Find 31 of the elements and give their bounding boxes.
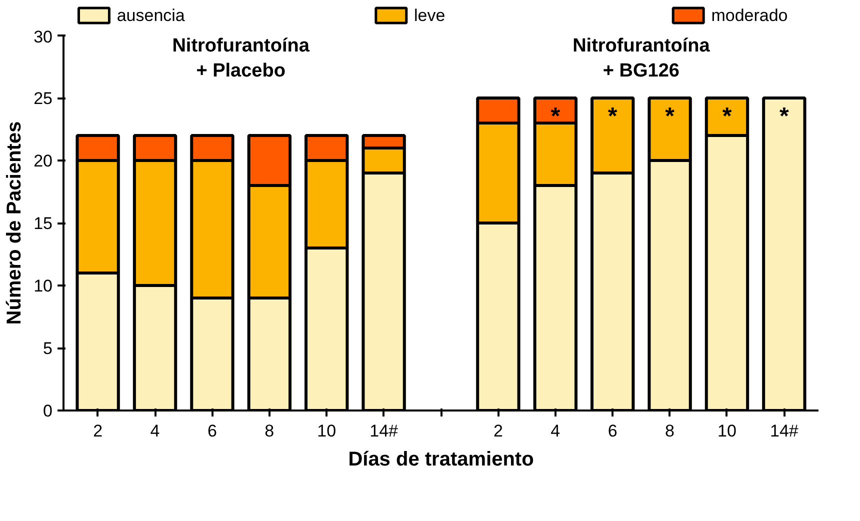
y-tick-label: 15 xyxy=(34,214,53,233)
x-tick-label: 14# xyxy=(770,422,799,440)
x-tick-label: 4 xyxy=(550,422,560,440)
y-tick-label: 10 xyxy=(34,276,53,296)
legend-label: ausencia xyxy=(116,6,186,25)
annotation: * xyxy=(550,103,561,130)
y-tick-label: 0 xyxy=(43,402,53,420)
x-tick-label: 8 xyxy=(665,422,675,440)
x-tick-label: 14# xyxy=(370,422,399,440)
annotation: Nitrofurantoína + Placebo xyxy=(172,36,310,82)
x-tick-label: 2 xyxy=(93,422,103,440)
y-tick-label: 5 xyxy=(43,339,53,358)
x-tick-label: 8 xyxy=(264,422,274,440)
annotation: Nitrofurantoína + BG126 xyxy=(572,36,710,82)
annotation: * xyxy=(665,103,676,130)
annotation: * xyxy=(722,103,732,130)
x-tick-label: 2 xyxy=(493,422,503,440)
x-axis-title: Días de tratamiento xyxy=(348,448,534,470)
y-tick-label: 20 xyxy=(34,152,53,170)
legend-label: leve xyxy=(414,6,446,25)
annotation: * xyxy=(608,103,618,130)
y-axis-title: Número de Pacientes xyxy=(4,121,26,325)
annotation: * xyxy=(780,103,790,130)
x-tick-label: 10 xyxy=(317,422,336,440)
x-tick-label: 4 xyxy=(150,422,160,440)
x-tick-label: 6 xyxy=(207,422,217,440)
x-tick-label: 10 xyxy=(718,422,736,440)
x-tick-label: 6 xyxy=(608,422,618,440)
legend-label: moderado xyxy=(711,6,788,25)
y-tick-label: 25 xyxy=(34,89,53,108)
y-tick-label: 30 xyxy=(34,28,53,46)
